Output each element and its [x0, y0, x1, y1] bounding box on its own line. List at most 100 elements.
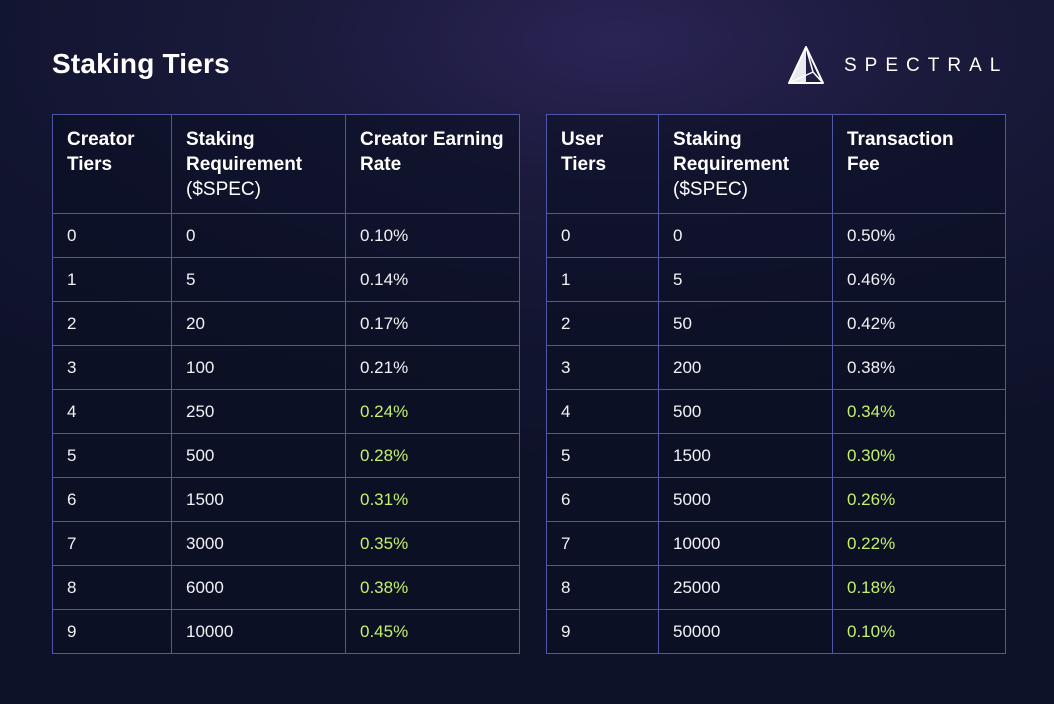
user-cell-rate: 0.38% — [832, 345, 1006, 390]
user-cell-req: 10000 — [658, 521, 833, 566]
user-cell-tier: 2 — [546, 301, 659, 346]
creator-cell-tier: 3 — [52, 345, 172, 390]
user-cell-rate: 0.18% — [832, 565, 1006, 610]
user-header-line1: User — [561, 129, 604, 150]
creator-cell-tier: 6 — [52, 477, 172, 522]
creator-header-line2: Tiers — [67, 154, 113, 175]
user-tiers-table: User Tiers Staking Requirement ($SPEC) Transa… — [546, 114, 1006, 654]
table-row: 4 250 0.24% — [52, 389, 520, 434]
user-cell-tier: 7 — [546, 521, 659, 566]
user-cell-rate: 0.50% — [832, 213, 1006, 258]
creator-cell-rate: 0.24% — [345, 389, 520, 434]
table-row: 1 5 0.14% — [52, 257, 520, 302]
creator-cell-req: 6000 — [171, 565, 346, 610]
user-table-header: User Tiers Staking Requirement ($SPEC) Transa… — [546, 114, 1006, 214]
user-cell-tier: 5 — [546, 433, 659, 478]
creator-cell-tier: 4 — [52, 389, 172, 434]
page-title: Staking Tiers — [52, 48, 230, 79]
user-cell-tier: 0 — [546, 213, 659, 258]
user-cell-tier: 3 — [546, 345, 659, 390]
creator-cell-req: 5 — [171, 257, 346, 302]
creator-cell-rate: 0.45% — [345, 609, 520, 654]
user-header-line1: Staking — [673, 129, 742, 150]
creator-table-header: Creator Tiers Staking Requirement ($SPEC) Cre… — [52, 114, 520, 214]
creator-cell-rate: 0.17% — [345, 301, 520, 346]
table-row: 8 6000 0.38% — [52, 565, 520, 610]
creator-column-header: Creator Earning Rate — [345, 114, 520, 214]
creator-header-line2: Rate — [360, 154, 402, 175]
user-column-header: Staking Requirement ($SPEC) — [658, 114, 833, 214]
user-header-line2: Tiers — [561, 154, 607, 175]
table-row: 3 100 0.21% — [52, 345, 520, 390]
table-row: 1 5 0.46% — [546, 257, 1006, 302]
creator-cell-tier: 9 — [52, 609, 172, 654]
creator-table-body: 0 0 0.10% 1 5 0.14% 2 20 0.17% 3 100 0.21% 4 250 0.24%… — [52, 213, 520, 654]
brand: SPECTRAL — [787, 46, 1008, 86]
user-cell-rate: 0.22% — [832, 521, 1006, 566]
user-cell-tier: 1 — [546, 257, 659, 302]
table-row: 4 500 0.34% — [546, 389, 1006, 434]
user-table-body: 0 0 0.50% 1 5 0.46% 2 50 0.42% 3 200 0.38% 4 500 0.34%… — [546, 213, 1006, 654]
creator-cell-req: 10000 — [171, 609, 346, 654]
creator-cell-tier: 8 — [52, 565, 172, 610]
table-row: 9 50000 0.10% — [546, 609, 1006, 654]
user-cell-req: 25000 — [658, 565, 833, 610]
creator-header-line1: Creator Earning — [360, 129, 504, 150]
user-column-header: User Tiers — [546, 114, 659, 214]
user-cell-req: 50 — [658, 301, 833, 346]
creator-cell-rate: 0.21% — [345, 345, 520, 390]
user-header-sub: ($SPEC) — [673, 179, 748, 200]
user-cell-req: 5000 — [658, 477, 833, 522]
creator-cell-req: 500 — [171, 433, 346, 478]
creator-cell-tier: 2 — [52, 301, 172, 346]
creator-cell-req: 250 — [171, 389, 346, 434]
user-cell-req: 1500 — [658, 433, 833, 478]
creator-cell-tier: 7 — [52, 521, 172, 566]
user-cell-rate: 0.30% — [832, 433, 1006, 478]
creator-header-sub: ($SPEC) — [186, 179, 261, 200]
brand-name: SPECTRAL — [844, 55, 1009, 76]
table-row: 0 0 0.50% — [546, 213, 1006, 258]
table-row: 5 500 0.28% — [52, 433, 520, 478]
user-cell-tier: 9 — [546, 609, 659, 654]
user-header-line2: Fee — [847, 154, 880, 175]
table-row: 6 5000 0.26% — [546, 477, 1006, 522]
creator-cell-rate: 0.35% — [345, 521, 520, 566]
user-cell-tier: 8 — [546, 565, 659, 610]
creator-header-line1: Staking — [186, 129, 255, 150]
table-row: 8 25000 0.18% — [546, 565, 1006, 610]
creator-header-line2: Requirement — [186, 154, 303, 175]
creator-header-row: Creator Tiers Staking Requirement ($SPEC) Cre… — [52, 114, 520, 214]
user-cell-rate: 0.34% — [832, 389, 1006, 434]
creator-tiers-table: Creator Tiers Staking Requirement ($SPEC) Cre… — [52, 114, 520, 654]
user-cell-req: 200 — [658, 345, 833, 390]
table-row: 9 10000 0.45% — [52, 609, 520, 654]
spectral-logo-icon — [788, 46, 824, 84]
table-row: 2 20 0.17% — [52, 301, 520, 346]
user-cell-rate: 0.26% — [832, 477, 1006, 522]
creator-cell-req: 100 — [171, 345, 346, 390]
creator-cell-rate: 0.38% — [345, 565, 520, 610]
user-cell-tier: 4 — [546, 389, 659, 434]
creator-cell-req: 1500 — [171, 477, 346, 522]
table-row: 5 1500 0.30% — [546, 433, 1006, 478]
user-cell-req: 5 — [658, 257, 833, 302]
creator-column-header: Creator Tiers — [52, 114, 172, 214]
creator-cell-rate: 0.31% — [345, 477, 520, 522]
creator-cell-req: 3000 — [171, 521, 346, 566]
table-row: 0 0 0.10% — [52, 213, 520, 258]
creator-cell-rate: 0.10% — [345, 213, 520, 258]
user-column-header: Transaction Fee — [832, 114, 1006, 214]
table-row: 3 200 0.38% — [546, 345, 1006, 390]
creator-cell-rate: 0.28% — [345, 433, 520, 478]
user-header-line1: Transaction — [847, 129, 954, 150]
table-row: 7 10000 0.22% — [546, 521, 1006, 566]
creator-cell-req: 20 — [171, 301, 346, 346]
creator-cell-tier: 5 — [52, 433, 172, 478]
user-cell-rate: 0.10% — [832, 609, 1006, 654]
table-row: 2 50 0.42% — [546, 301, 1006, 346]
user-header-line2: Requirement — [673, 154, 790, 175]
user-cell-req: 0 — [658, 213, 833, 258]
table-row: 6 1500 0.31% — [52, 477, 520, 522]
creator-cell-tier: 0 — [52, 213, 172, 258]
